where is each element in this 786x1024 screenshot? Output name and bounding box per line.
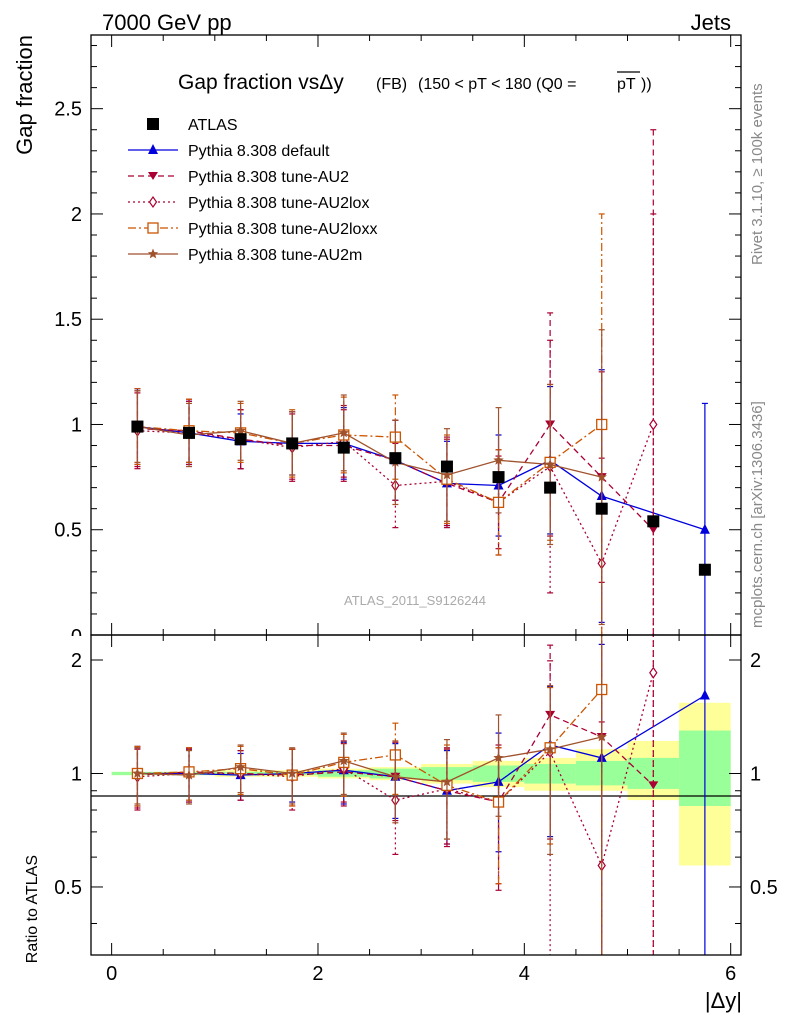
bottom-y-tick-label-right: 1 (750, 763, 761, 785)
top-y-tick-label: 2 (71, 204, 82, 226)
legend-item: Pythia 8.308 tune-AU2loxx (128, 221, 377, 238)
ratio-series-line (137, 736, 602, 783)
legend-label: Pythia 8.308 tune-AU2loxx (188, 221, 377, 238)
x-axis-title: |Δy| (705, 988, 742, 1013)
top-point (338, 427, 349, 438)
legend-label: Pythia 8.308 tune-AU2m (188, 247, 362, 264)
ratio-series-line (137, 689, 603, 803)
top-y-tick-label: 1.5 (54, 309, 82, 331)
plot-title-cut-end: )) (641, 76, 652, 93)
x-tick-label: 4 (519, 963, 530, 985)
ratio-point (493, 752, 504, 763)
legend-label: Pythia 8.308 tune-AU2 (188, 169, 349, 186)
legend-item: Pythia 8.308 tune-AU2lox (128, 195, 369, 212)
ratio-point (544, 743, 556, 754)
legend-label: Pythia 8.308 default (188, 143, 330, 160)
x-tick-label: 6 (725, 963, 736, 985)
top-point (647, 515, 660, 528)
x-tick-label: 2 (312, 963, 323, 985)
plot-title-cut-overlined: pT (617, 76, 636, 93)
ratio-point (287, 768, 298, 778)
ratio-series-pythia-8-308-tune-au2loxx (131, 635, 608, 955)
top-point (596, 471, 607, 482)
top-point (698, 563, 711, 576)
top-point (441, 469, 453, 480)
bottom-y-tick-label-right: 2 (750, 650, 761, 672)
legend-marker (147, 118, 159, 130)
bottom-y-axis-title: Ratio to ATLAS (24, 855, 41, 963)
bottom-y-tick-label-right: 0.5 (750, 877, 778, 899)
legend-marker (148, 172, 158, 180)
top-point (493, 454, 504, 465)
legend-marker (147, 248, 159, 259)
top-point (234, 433, 247, 446)
bottom-y-tick-label-left: 0.5 (54, 877, 82, 899)
top-point (544, 481, 557, 494)
top-point (649, 418, 658, 431)
ratio-point (596, 731, 607, 742)
top-y-tick-label: 0.5 (54, 520, 82, 542)
bottom-y-tick-label-left: 1 (71, 763, 82, 785)
top-point (337, 441, 350, 454)
top-series-layer (131, 129, 711, 635)
top-point (699, 523, 710, 534)
bottom-panel-frame (90, 634, 742, 956)
ratio-series-line (137, 714, 654, 803)
top-y-tick-label: 1 (71, 414, 82, 436)
top-series-line (137, 425, 602, 478)
top-point (595, 502, 608, 515)
ratio-point (390, 771, 401, 782)
plot-title-suffix: (FB) (376, 76, 407, 93)
ratio-point (235, 761, 246, 772)
ratio-point (649, 666, 658, 679)
top-series-pythia-8-308-tune-au2loxx (131, 213, 608, 635)
ratio-point (132, 768, 143, 778)
top-point (492, 471, 505, 484)
top-point (544, 459, 556, 469)
legend-item: Pythia 8.308 tune-AU2 (128, 169, 349, 186)
legend-label: ATLAS (188, 117, 238, 134)
ratio-point (183, 769, 195, 780)
mcplots-citation-label: mcplots.cern.ch [arXiv:1306.3436] (749, 401, 766, 628)
header-right-label: Jets (691, 10, 731, 35)
legend-label: Pythia 8.308 tune-AU2lox (188, 195, 369, 212)
top-point (440, 460, 453, 473)
top-y-tick-label: 2.5 (54, 99, 82, 121)
top-point (389, 452, 402, 465)
top-series-pythia-8-308-tune-au2m (132, 329, 607, 626)
top-y-axis-title: Gap fraction (12, 35, 37, 155)
legend-marker (148, 195, 158, 209)
ratio-series-layer (131, 635, 710, 955)
plot-title: Gap fraction vsΔy (FB) (150 < pT < 180 (… (178, 71, 652, 94)
legend-marker (148, 144, 158, 154)
legend-item: Pythia 8.308 default (128, 143, 330, 160)
legend: ATLAS Pythia 8.308 default Pythia 8.308 tu… (128, 117, 377, 264)
header-left-label: 7000 GeV pp (102, 10, 232, 35)
top-point (183, 426, 196, 439)
top-point (286, 437, 299, 450)
bottom-y-tick-label-left: 2 (71, 650, 82, 672)
top-series-line (137, 425, 706, 531)
ratio-series-pythia-8-308-tune-au2m (132, 635, 607, 955)
zero-label-mask (60, 636, 88, 648)
plot-title-cut: (150 < pT < 180 (Q0 = (418, 76, 576, 93)
legend-marker (147, 222, 159, 234)
legend-item: Pythia 8.308 tune-AU2m (128, 247, 362, 264)
top-point (131, 420, 144, 433)
rivet-version-label: Rivet 3.1.10, ≥ 100k events (749, 83, 766, 265)
ratio-point (338, 755, 349, 766)
top-point (235, 425, 246, 436)
top-series-pythia-8-308-default (132, 369, 710, 635)
ratio-point (699, 689, 710, 700)
ratio-point (441, 776, 453, 787)
plot-title-main: Gap fraction vsΔy (178, 71, 344, 94)
analysis-watermark: ATLAS_2011_S9126244 (344, 593, 486, 608)
ratio-series-line (137, 672, 654, 868)
legend-item: ATLAS (147, 117, 238, 134)
x-tick-label: 0 (106, 963, 117, 985)
top-series-atlas (131, 420, 711, 576)
